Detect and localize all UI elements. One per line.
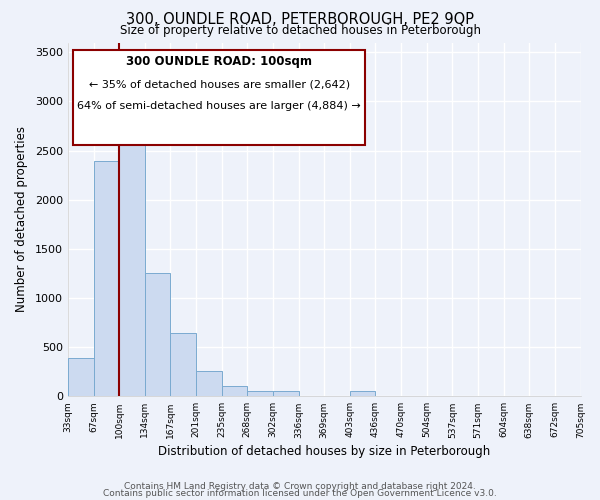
Bar bbox=[145, 274, 170, 396]
Text: Contains public sector information licensed under the Open Government Licence v3: Contains public sector information licen… bbox=[103, 490, 497, 498]
Text: 64% of semi-detached houses are larger (4,884) →: 64% of semi-detached houses are larger (… bbox=[77, 101, 361, 111]
FancyBboxPatch shape bbox=[73, 50, 365, 145]
Y-axis label: Number of detached properties: Number of detached properties bbox=[15, 126, 28, 312]
Bar bbox=[196, 372, 222, 396]
Text: Size of property relative to detached houses in Peterborough: Size of property relative to detached ho… bbox=[119, 24, 481, 37]
Bar bbox=[119, 141, 145, 397]
Bar bbox=[170, 334, 196, 396]
X-axis label: Distribution of detached houses by size in Peterborough: Distribution of detached houses by size … bbox=[158, 444, 490, 458]
Bar bbox=[68, 358, 94, 397]
Bar bbox=[94, 162, 119, 396]
Bar bbox=[247, 391, 273, 396]
Bar bbox=[273, 392, 299, 396]
Bar bbox=[222, 386, 247, 396]
Bar bbox=[350, 392, 376, 396]
Text: 300 OUNDLE ROAD: 100sqm: 300 OUNDLE ROAD: 100sqm bbox=[126, 55, 312, 68]
Text: ← 35% of detached houses are smaller (2,642): ← 35% of detached houses are smaller (2,… bbox=[89, 80, 350, 90]
Text: 300, OUNDLE ROAD, PETERBOROUGH, PE2 9QP: 300, OUNDLE ROAD, PETERBOROUGH, PE2 9QP bbox=[126, 12, 474, 28]
Text: Contains HM Land Registry data © Crown copyright and database right 2024.: Contains HM Land Registry data © Crown c… bbox=[124, 482, 476, 491]
